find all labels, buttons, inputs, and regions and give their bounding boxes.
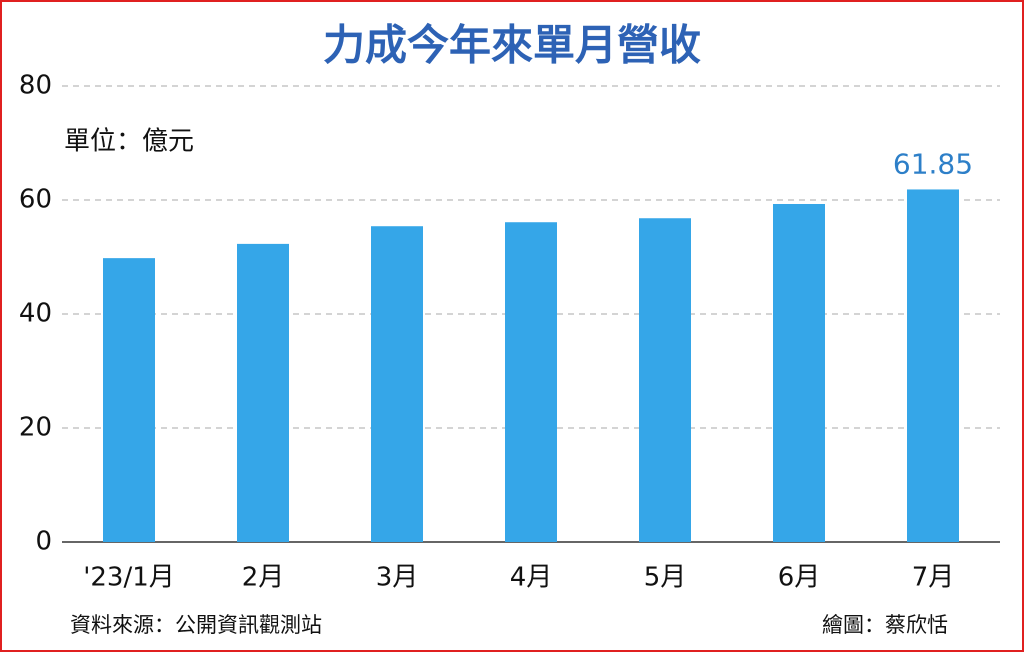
x-tick-label: 2月 [242,563,285,593]
y-tick-label: 40 [19,299,52,329]
x-tick-label: 4月 [510,563,553,593]
credit: 繪圖：蔡欣恬 [822,613,948,637]
unit-label: 單位：億元 [64,127,194,157]
y-tick-label: 0 [35,527,52,557]
bar [237,243,289,542]
bar [907,189,959,542]
x-tick-label: 3月 [376,563,419,593]
x-tick-label: '23/1月 [83,563,175,593]
x-tick-label: 5月 [644,563,687,593]
bar [371,226,423,542]
bar [639,218,691,543]
source: 資料來源：公開資訊觀測站 [70,613,322,637]
value-label: 61.85 [893,147,973,180]
y-tick-label: 60 [19,185,52,215]
y-tick-label: 80 [19,71,52,101]
chart-title: 力成今年來單月營收 [323,21,701,70]
x-tick-label: 7月 [912,563,955,593]
y-tick-label: 20 [19,413,52,443]
bar [505,222,557,543]
bar [773,203,825,543]
bar [103,258,155,542]
x-tick-label: 6月 [778,563,821,593]
